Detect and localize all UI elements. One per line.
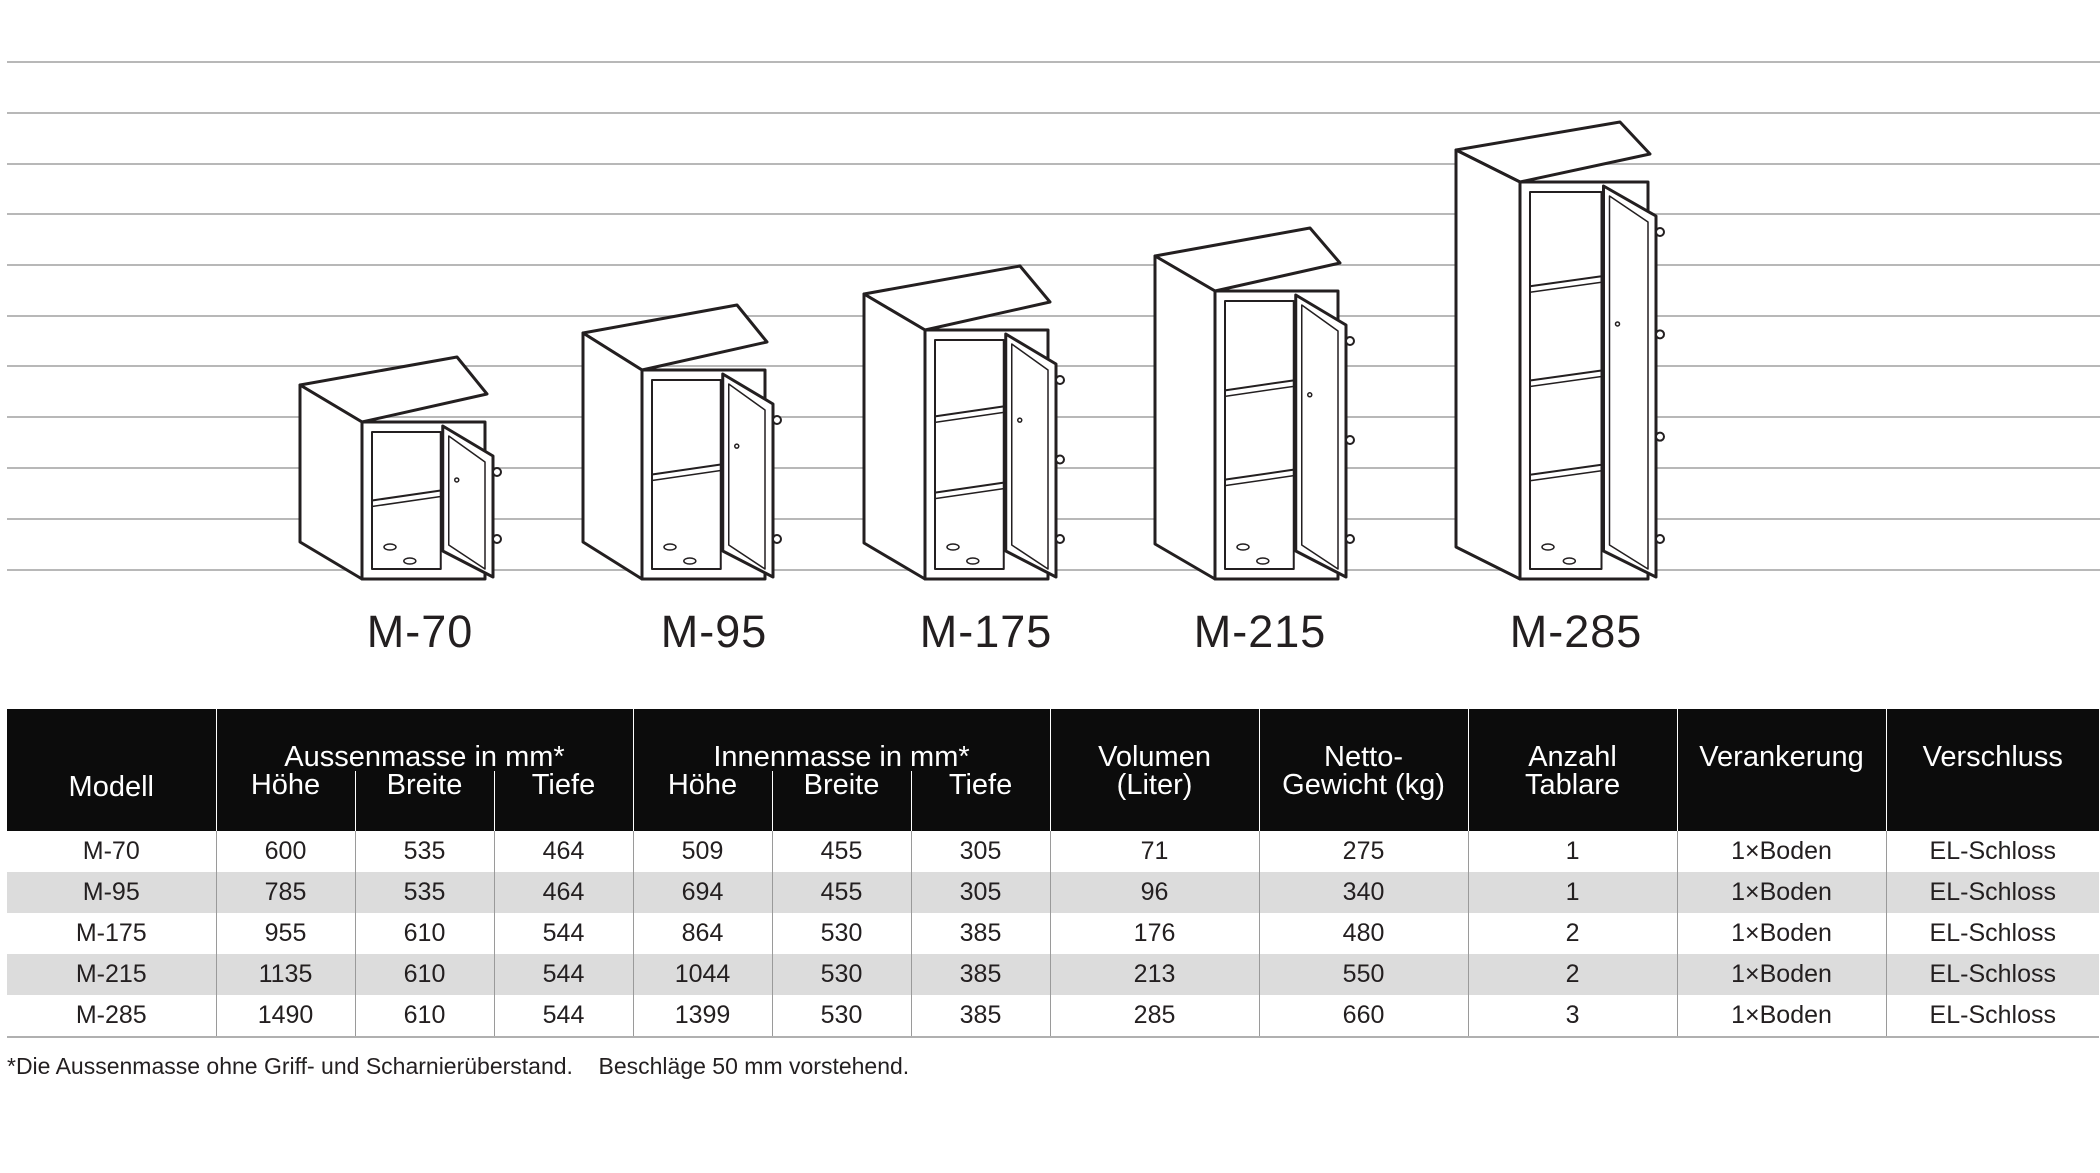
- header-verschluss: Verschluss: [1885, 709, 2100, 831]
- header-nettogewicht: Netto- Gewicht (kg): [1258, 709, 1469, 831]
- safe-m285: [1454, 120, 1665, 581]
- cell-gewicht: 480: [1258, 913, 1469, 954]
- cell-innen-hoehe: 509: [632, 831, 772, 872]
- header-innen-tiefe: Tiefe: [910, 771, 1051, 831]
- cell-innen-hoehe: 864: [632, 913, 772, 954]
- cell-volumen: 176: [1049, 913, 1260, 954]
- cell-tablare: 2: [1467, 913, 1678, 954]
- header-verankerung: Verankerung: [1676, 709, 1887, 831]
- cell-aussen-tiefe: 544: [493, 995, 633, 1038]
- cell-aussen-breite: 610: [354, 995, 494, 1038]
- cell-aussen-tiefe: 464: [493, 831, 633, 872]
- cell-verankerung: 1×Boden: [1676, 995, 1887, 1038]
- cell-modell: M-215: [7, 954, 216, 995]
- cell-modell: M-285: [7, 995, 216, 1038]
- safes-illustration: [298, 120, 1665, 581]
- cell-verankerung: 1×Boden: [1676, 872, 1887, 913]
- cell-innen-breite: 530: [771, 954, 911, 995]
- cell-innen-tiefe: 385: [910, 995, 1051, 1038]
- cell-aussen-tiefe: 544: [493, 954, 633, 995]
- cell-modell: M-95: [7, 872, 216, 913]
- header-innen-breite: Breite: [771, 771, 911, 831]
- cell-aussen-tiefe: 544: [493, 913, 633, 954]
- spec-table: Modell Aussenmasse in mm* Innenmasse in …: [7, 709, 2100, 1038]
- cell-innen-hoehe: 1044: [632, 954, 772, 995]
- safe-m215: [1153, 226, 1355, 581]
- footnote: *Die Aussenmasse ohne Griff- und Scharni…: [7, 1053, 910, 1079]
- cell-tablare: 1: [1467, 831, 1678, 872]
- cell-modell: M-70: [82, 837, 140, 865]
- cell-volumen: 96: [1049, 872, 1260, 913]
- cell-aussen-breite: 535: [354, 831, 494, 872]
- cell-innen-hoehe: 1399: [632, 995, 772, 1038]
- header-innenmasse: Innenmasse in mm*: [632, 709, 1051, 772]
- cell-aussen-hoehe: 785: [215, 872, 355, 913]
- header-netto-line2: Gewicht (kg): [1282, 769, 1445, 801]
- safe-m70: [298, 355, 502, 581]
- cell-verschluss: EL-Schloss: [1885, 954, 2100, 995]
- cell-verankerung: 1×Boden: [1676, 831, 1887, 872]
- cell-verschluss: EL-Schloss: [1885, 872, 2100, 913]
- cell-gewicht: 340: [1258, 872, 1469, 913]
- cell-aussen-hoehe: 600: [215, 831, 355, 872]
- cell-innen-breite: 455: [771, 831, 911, 872]
- cell-verankerung: 1×Boden: [1676, 913, 1887, 954]
- table-row: M-285 1490 610 544 1399 530 385 285 660 …: [7, 995, 2100, 1038]
- cell-innen-breite: 455: [771, 872, 911, 913]
- cell-verschluss: EL-Schloss: [1885, 995, 2100, 1038]
- cell-volumen: 285: [1049, 995, 1260, 1038]
- cell-aussen-breite: 535: [354, 872, 494, 913]
- cell-verschluss: EL-Schloss: [1885, 913, 2100, 954]
- cell-volumen: 213: [1049, 954, 1260, 995]
- table-row: M-175 955 610 544 864 530 385 176 480 2 …: [7, 913, 2100, 954]
- cell-aussen-hoehe: 955: [215, 913, 355, 954]
- model-label-m95: M-95: [660, 606, 768, 657]
- header-aussen-tiefe: Tiefe: [493, 771, 633, 831]
- cell-aussen-breite: 610: [354, 954, 494, 995]
- cell-modell: M-175: [75, 919, 147, 947]
- header-aussen-hoehe: Höhe: [215, 771, 355, 831]
- cell-innen-breite: 530: [771, 995, 911, 1038]
- cell-innen-breite: 530: [771, 913, 911, 954]
- cell-gewicht: 275: [1258, 831, 1469, 872]
- cell-tablare: 3: [1467, 995, 1678, 1038]
- header-anzahl-tablare: Anzahl Tablare: [1467, 709, 1678, 831]
- cell-tablare: 2: [1467, 954, 1678, 995]
- cell-tablare: 1: [1467, 872, 1678, 913]
- header-volumen: Volumen (Liter): [1049, 709, 1260, 831]
- header-volumen-line1: Volumen: [1098, 741, 1211, 773]
- cell-innen-hoehe: 694: [632, 872, 772, 913]
- model-label-m175: M-175: [919, 606, 1053, 657]
- header-modell: Modell: [7, 709, 216, 831]
- cell-aussen-breite: 610: [354, 913, 494, 954]
- cell-innen-tiefe: 305: [910, 831, 1051, 872]
- cell-innen-tiefe: 385: [910, 913, 1051, 954]
- header-anzahl-line2: Tablare: [1524, 769, 1621, 801]
- header-volumen-line2: (Liter): [1116, 769, 1193, 801]
- cell-aussen-hoehe: 1490: [215, 995, 355, 1038]
- header-anzahl-line1: Anzahl: [1528, 741, 1617, 773]
- table-row: M-95 785 535 464 694 455 305 96 340 1 1×…: [7, 872, 2100, 913]
- header-aussen-breite: Breite: [354, 771, 494, 831]
- cell-gewicht: 660: [1258, 995, 1469, 1038]
- cell-gewicht: 550: [1258, 954, 1469, 995]
- cell-volumen: 71: [1049, 831, 1260, 872]
- table-row: M-70 600 535 464 509 455 305 71 275 1 1×…: [7, 831, 2100, 872]
- header-netto-line1: Netto-: [1324, 741, 1404, 773]
- cell-verankerung: 1×Boden: [1676, 954, 1887, 995]
- model-label-m285: M-285: [1509, 606, 1643, 657]
- safe-m95: [581, 303, 782, 581]
- cell-verschluss: EL-Schloss: [1885, 831, 2100, 872]
- model-label-m70: M-70: [366, 606, 474, 657]
- header-aussenmasse: Aussenmasse in mm*: [215, 709, 633, 772]
- cell-innen-tiefe: 305: [910, 872, 1051, 913]
- cell-aussen-hoehe: 1135: [215, 954, 355, 995]
- cell-innen-tiefe: 385: [910, 954, 1051, 995]
- safe-m175: [862, 264, 1065, 581]
- header-innen-hoehe: Höhe: [632, 771, 772, 831]
- model-label-m215: M-215: [1193, 606, 1327, 657]
- table-row: M-215 1135 610 544 1044 530 385 213 550 …: [7, 954, 2100, 995]
- cell-aussen-tiefe: 464: [493, 872, 633, 913]
